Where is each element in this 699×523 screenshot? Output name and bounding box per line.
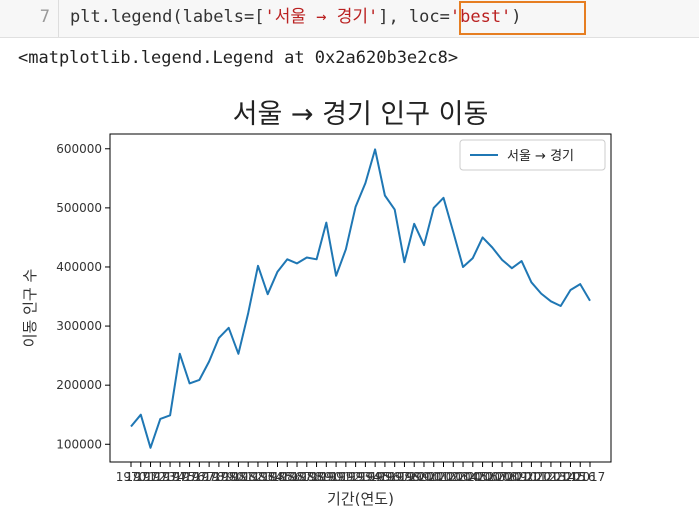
code-line[interactable]: plt.legend(labels=['서울 → 경기'], loc='best… bbox=[70, 0, 522, 37]
x-tick-label: 1979 bbox=[204, 470, 235, 484]
x-tick-label: 1995 bbox=[360, 470, 391, 484]
x-tick-label: 1978 bbox=[194, 470, 225, 484]
x-tick-label: 2011 bbox=[516, 470, 547, 484]
output-text: <matplotlib.legend.Legend at 0x2a620b3e2… bbox=[18, 48, 459, 68]
x-tick-label: 1999 bbox=[399, 470, 430, 484]
plot-frame bbox=[109, 133, 612, 463]
chart-title: 서울 → 경기 인구 이동 bbox=[233, 99, 489, 130]
line-chart: 서울 → 경기 인구 이동 100000 200000 300000 400000 500… bbox=[21, 99, 612, 508]
x-tick-label: 2002 bbox=[428, 470, 459, 484]
x-tick-label: 1987 bbox=[282, 470, 313, 484]
y-axis-label: 이동 인구 수 bbox=[21, 269, 39, 348]
line-number: 7 bbox=[39, 7, 50, 27]
code-input-cell[interactable]: 7 plt.legend(labels=['서울 → 경기'], loc='be… bbox=[0, 0, 699, 38]
line-number-gutter: 7 bbox=[0, 0, 58, 37]
x-tick-label: 2009 bbox=[497, 470, 528, 484]
x-tick-label: 2010 bbox=[506, 470, 537, 484]
x-tick-label: 2000 bbox=[409, 470, 440, 484]
x-tick-label: 1975 bbox=[165, 470, 196, 484]
x-tick-label: 1982 bbox=[233, 470, 264, 484]
y-tick-label: 200000 bbox=[56, 378, 102, 392]
code-token-string: 'best' bbox=[449, 7, 512, 27]
x-tick-label: 1973 bbox=[145, 470, 176, 484]
x-tick-label: 1970 bbox=[116, 470, 147, 484]
y-tick-label: 100000 bbox=[56, 437, 102, 451]
y-tick-label: 600000 bbox=[56, 142, 102, 156]
series-line bbox=[130, 148, 591, 449]
code-token: ) bbox=[511, 7, 522, 27]
x-tick-label: 2001 bbox=[418, 470, 449, 484]
gutter-divider bbox=[58, 0, 59, 37]
x-tick-label: 1972 bbox=[135, 470, 166, 484]
x-tick-label: 2007 bbox=[477, 470, 508, 484]
x-tick-label: 1980 bbox=[213, 470, 244, 484]
y-tick-label: 300000 bbox=[56, 319, 102, 333]
code-token: plt.legend(labels=[ bbox=[70, 7, 265, 27]
x-tick-label: 1989 bbox=[301, 470, 332, 484]
x-tick-label: 1984 bbox=[252, 470, 283, 484]
x-tick-label: 1996 bbox=[370, 470, 401, 484]
x-tick-label: 1991 bbox=[321, 470, 352, 484]
x-tick-label: 1981 bbox=[223, 470, 254, 484]
x-tick-label: 2008 bbox=[487, 470, 518, 484]
x-tick-label: 2012 bbox=[526, 470, 557, 484]
code-token: ], bbox=[378, 7, 409, 27]
code-token: loc= bbox=[408, 7, 450, 27]
x-tick-label: 2017 bbox=[575, 470, 606, 484]
x-tick-label: 1976 bbox=[174, 470, 205, 484]
x-tick-label: 2005 bbox=[458, 470, 489, 484]
code-token-string: '서울 → 경기' bbox=[264, 7, 379, 27]
x-tick-label: 2016 bbox=[565, 470, 596, 484]
x-tick-label: 1983 bbox=[243, 470, 274, 484]
x-tick-label: 1986 bbox=[272, 470, 303, 484]
x-tick-label: 1994 bbox=[350, 470, 381, 484]
annotation-highlight-box bbox=[459, 1, 586, 35]
x-tick-label: 1990 bbox=[311, 470, 342, 484]
x-tick-label: 1977 bbox=[184, 470, 215, 484]
x-tick-label: 2015 bbox=[555, 470, 586, 484]
x-tick-label: 1974 bbox=[155, 470, 186, 484]
x-tick-label: 1985 bbox=[262, 470, 293, 484]
y-tick-label: 400000 bbox=[56, 260, 102, 274]
legend-box bbox=[459, 139, 606, 171]
legend-label: 서울 → 경기 bbox=[507, 149, 574, 164]
x-tick-label: 1998 bbox=[389, 470, 420, 484]
x-tick-label: 1993 bbox=[340, 470, 371, 484]
x-tick-label: 1997 bbox=[379, 470, 410, 484]
y-tick-label: 500000 bbox=[56, 201, 102, 215]
x-axis-label: 기간(연도) bbox=[327, 490, 394, 508]
x-tick-label: 2003 bbox=[438, 470, 469, 484]
x-tick-label: 1971 bbox=[125, 470, 156, 484]
x-tick-label: 2006 bbox=[467, 470, 498, 484]
x-tick-label: 1988 bbox=[292, 470, 323, 484]
x-tick-label: 1992 bbox=[331, 470, 362, 484]
x-tick-label: 2004 bbox=[448, 470, 479, 484]
x-tick-label: 2014 bbox=[545, 470, 576, 484]
x-tick-label: 2013 bbox=[536, 470, 567, 484]
